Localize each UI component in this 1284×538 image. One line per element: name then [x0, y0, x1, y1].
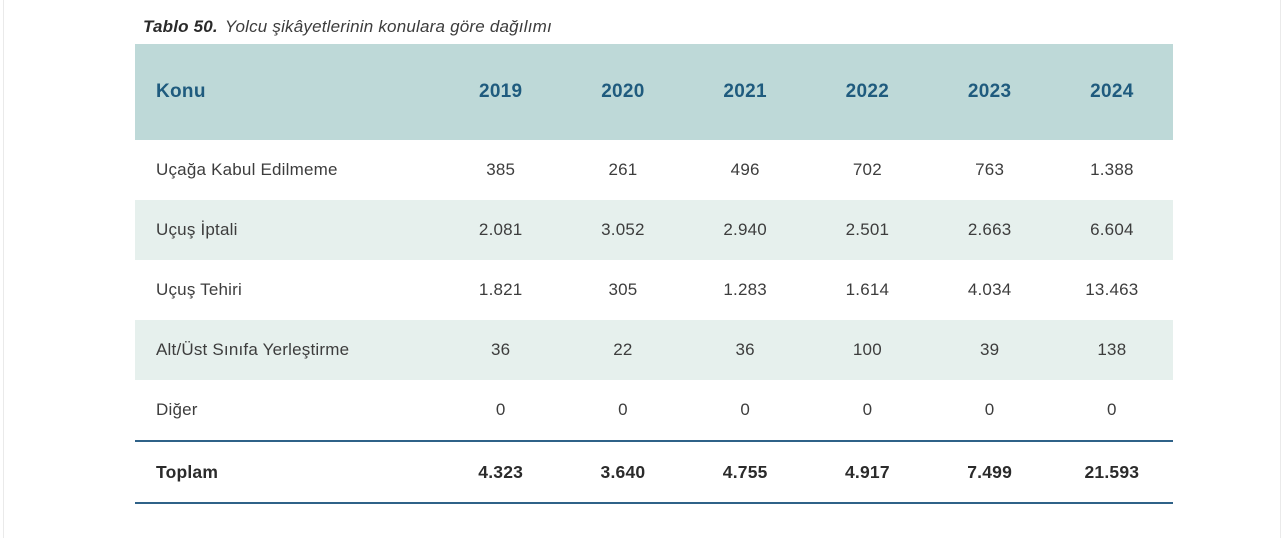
- table-cell: 496: [730, 160, 760, 179]
- table-cell: 2.940: [684, 200, 807, 260]
- complaints-table: Konu 2019 2020 2021 2022 2023 2024 Uçağa…: [135, 44, 1173, 504]
- table-cell: 0: [495, 400, 506, 419]
- total-row: Toplam 4.323 3.640 4.755 4.917 7.499 21.…: [135, 440, 1173, 504]
- table-title-text: Yolcu şikâyetlerinin konulara göre dağıl…: [224, 17, 552, 36]
- table-row: Uçuş Tehiri 1.821 305 1.283 1.614 4.034 …: [135, 260, 1173, 320]
- table-cell: 1.283: [723, 280, 767, 299]
- table-cell: 305: [608, 280, 638, 299]
- header-row: Konu 2019 2020 2021 2022 2023 2024: [135, 44, 1173, 140]
- table-cell: 2.501: [806, 200, 929, 260]
- table-cell: 702: [852, 160, 882, 179]
- row-label: Diğer: [156, 400, 198, 419]
- table-cell: 0: [862, 400, 873, 419]
- table-cell: 100: [806, 320, 929, 380]
- total-cell: 4.323: [439, 440, 562, 504]
- col-header-2020: 2020: [561, 44, 685, 140]
- col-header-2024: 2024: [1050, 44, 1173, 140]
- table-cell: 1.821: [478, 280, 523, 299]
- page-edge-right: [1280, 0, 1281, 538]
- table-cell: 385: [486, 160, 516, 179]
- total-cell: 21.593: [1050, 440, 1173, 504]
- col-header-2021: 2021: [684, 44, 807, 140]
- table-cell: 2.663: [928, 200, 1051, 260]
- col-header-2019: 2019: [439, 44, 562, 140]
- row-label: Uçuş Tehiri: [156, 280, 242, 299]
- total-cell: 4.755: [684, 440, 807, 504]
- table-cell: 39: [928, 320, 1051, 380]
- total-cell: 3.640: [561, 440, 685, 504]
- table-cell: 2.081: [439, 200, 562, 260]
- col-header-2023: 2023: [928, 44, 1051, 140]
- total-cell: 7.499: [928, 440, 1051, 504]
- total-label: Toplam: [135, 440, 440, 504]
- table-row: Uçağa Kabul Edilmeme 385 261 496 702 763…: [135, 140, 1173, 200]
- table-cell: 6.604: [1050, 200, 1173, 260]
- table-cell: 763: [975, 160, 1005, 179]
- page-edge-left: [3, 0, 4, 538]
- table-cell: 1.388: [1090, 160, 1134, 179]
- total-cell: 4.917: [806, 440, 929, 504]
- table-row: Alt/Üst Sınıfa Yerleştirme 36 22 36 100 …: [135, 320, 1173, 380]
- table-cell: 0: [1107, 400, 1117, 419]
- table-cell: 3.052: [561, 200, 685, 260]
- table-cell: 261: [608, 160, 638, 179]
- table-row: Diğer 0 0 0 0 0 0: [135, 380, 1173, 441]
- table-cell: 138: [1050, 320, 1173, 380]
- col-header-2022: 2022: [806, 44, 929, 140]
- table-title: Tablo 50. Yolcu şikâyetlerinin konulara g…: [143, 17, 552, 37]
- row-label: Uçağa Kabul Edilmeme: [156, 160, 338, 179]
- table-cell: 36: [684, 320, 807, 380]
- table-cell: 13.463: [1085, 280, 1139, 299]
- table-cell: 0: [740, 400, 750, 419]
- table-cell: 22: [561, 320, 685, 380]
- table-cell: 0: [984, 400, 995, 419]
- table-cell: 4.034: [967, 280, 1012, 299]
- row-label: Uçuş İptali: [135, 200, 440, 260]
- table-row: Uçuş İptali 2.081 3.052 2.940 2.501 2.66…: [135, 200, 1173, 260]
- table-number-label: Tablo 50.: [143, 17, 218, 36]
- row-label: Alt/Üst Sınıfa Yerleştirme: [135, 320, 440, 380]
- table-cell: 0: [618, 400, 628, 419]
- col-header-konu: Konu: [135, 44, 440, 140]
- table-cell: 1.614: [845, 280, 890, 299]
- table-cell: 36: [439, 320, 562, 380]
